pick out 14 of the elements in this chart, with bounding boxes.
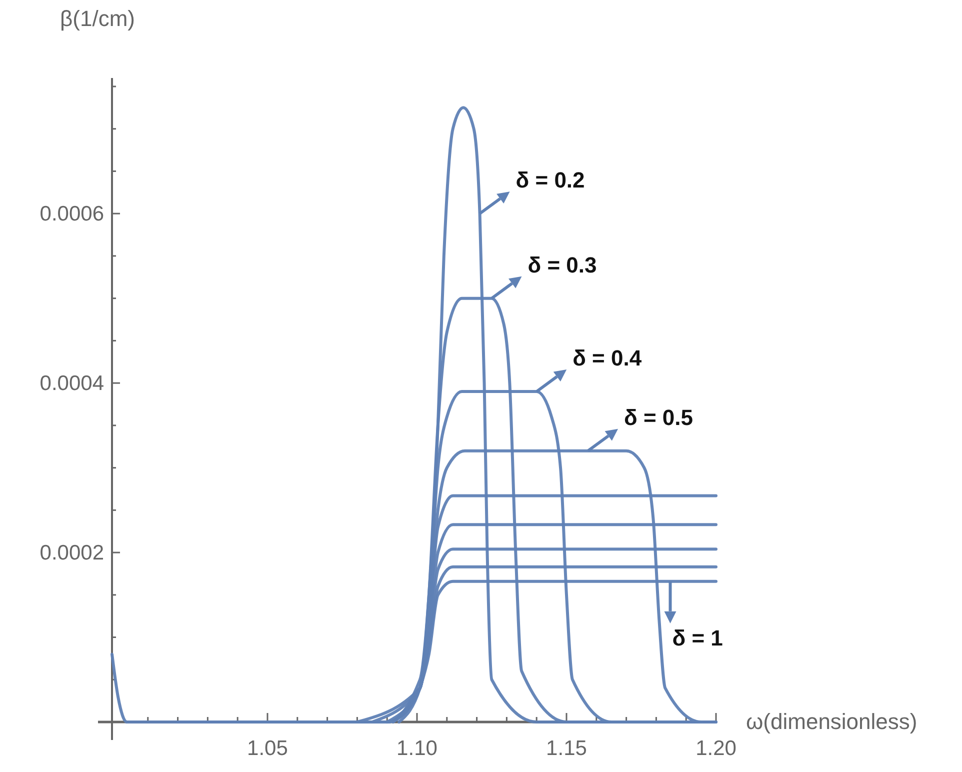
annotation: δ = 0.2 xyxy=(516,168,585,193)
x-tick-label: 1.20 xyxy=(696,736,736,760)
y-tick-label: 0.0002 xyxy=(40,541,104,564)
x-tick-label: 1.10 xyxy=(396,736,438,760)
annotation: δ = 0.4 xyxy=(572,346,642,371)
x-axis-title: ω(dimensionless) xyxy=(746,709,918,734)
annotation: δ = 0.5 xyxy=(624,404,694,430)
y-tick-label: 0.0004 xyxy=(40,372,104,395)
y-tick-label: 0.0006 xyxy=(40,202,104,226)
annotation: δ = 0.3 xyxy=(528,252,597,278)
x-tick-label: 1.05 xyxy=(247,736,288,760)
x-tick-label: 1.15 xyxy=(546,736,587,760)
annotation: δ = 1 xyxy=(672,625,723,650)
y-axis-title: β(1/cm) xyxy=(60,6,135,31)
